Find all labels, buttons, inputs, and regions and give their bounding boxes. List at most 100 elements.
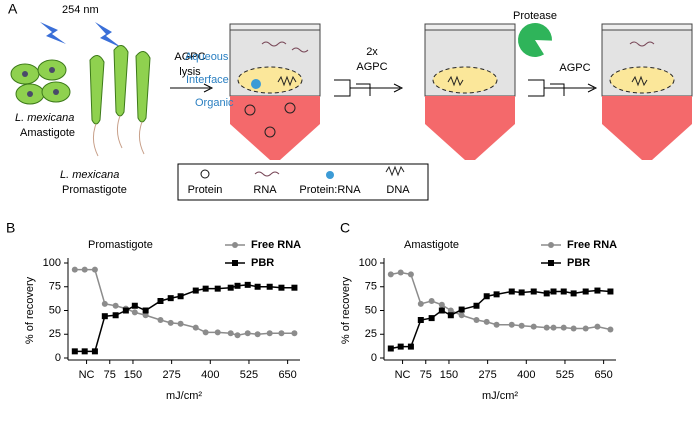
dna-icon bbox=[447, 75, 464, 87]
point bbox=[112, 312, 119, 319]
x-axis-label: mJ/cm² bbox=[166, 390, 202, 402]
point bbox=[81, 266, 88, 273]
point bbox=[447, 307, 454, 314]
point bbox=[131, 302, 138, 309]
point bbox=[122, 307, 129, 314]
point bbox=[278, 330, 285, 337]
legend-text: Protein bbox=[188, 184, 223, 196]
series-line bbox=[74, 268, 295, 336]
uv-bolt bbox=[95, 22, 122, 48]
point bbox=[142, 307, 149, 314]
phase-label: Aqueous bbox=[185, 51, 229, 63]
y-tick-label: 75 bbox=[49, 281, 61, 293]
rna-icon bbox=[254, 171, 280, 177]
point bbox=[417, 300, 424, 307]
legend-text: Protein:RNA bbox=[299, 184, 361, 196]
rna-icon bbox=[629, 41, 655, 47]
point bbox=[254, 331, 261, 338]
y-tick-label: 0 bbox=[371, 352, 377, 364]
point bbox=[582, 288, 589, 295]
point bbox=[234, 282, 241, 289]
protein-icons bbox=[244, 102, 296, 138]
point bbox=[397, 343, 404, 350]
point bbox=[71, 348, 78, 355]
point bbox=[142, 312, 149, 319]
legend-marker bbox=[232, 242, 238, 248]
point bbox=[167, 319, 174, 326]
point bbox=[530, 288, 537, 295]
protein-rna-icon bbox=[326, 171, 334, 179]
point bbox=[473, 317, 480, 323]
x-tick-label: 150 bbox=[124, 369, 142, 381]
point bbox=[177, 320, 184, 327]
point bbox=[266, 283, 273, 290]
wavelength: 254 nm bbox=[62, 4, 99, 16]
rna-icon bbox=[261, 41, 309, 53]
point bbox=[244, 281, 251, 288]
point bbox=[397, 269, 404, 276]
panel-label: A bbox=[8, 1, 18, 17]
y-tick-label: 0 bbox=[55, 352, 61, 364]
dna-icon bbox=[385, 165, 405, 177]
x-tick-label: 75 bbox=[420, 369, 432, 381]
point bbox=[483, 318, 490, 325]
point bbox=[202, 285, 209, 292]
point bbox=[131, 309, 138, 316]
y-tick-label: 50 bbox=[365, 304, 377, 316]
point bbox=[214, 285, 221, 292]
y-tick-label: 50 bbox=[49, 304, 61, 316]
point bbox=[447, 312, 454, 319]
legend-text: DNA bbox=[386, 184, 410, 196]
point bbox=[543, 324, 550, 331]
arrow bbox=[528, 79, 598, 97]
step-label: 2x bbox=[366, 46, 378, 58]
protein-icon bbox=[200, 169, 210, 179]
y-tick-label: 25 bbox=[49, 328, 61, 340]
y-tick-label: 75 bbox=[365, 281, 377, 293]
point bbox=[594, 323, 601, 330]
phase-label: Organic bbox=[195, 97, 234, 109]
point bbox=[291, 284, 298, 291]
species: L. mexicana bbox=[60, 169, 119, 181]
legend-box bbox=[177, 163, 429, 201]
point bbox=[157, 298, 164, 304]
arrow bbox=[334, 79, 404, 97]
phase-label: Interface bbox=[186, 74, 229, 86]
species: L. mexicana bbox=[15, 112, 74, 124]
point bbox=[227, 284, 234, 291]
point bbox=[266, 330, 273, 337]
x-tick-label: 525 bbox=[240, 369, 258, 381]
step-label: AGPC bbox=[356, 61, 387, 73]
x-tick-label: 275 bbox=[478, 369, 496, 381]
point bbox=[594, 287, 601, 294]
point bbox=[438, 301, 445, 308]
point bbox=[483, 293, 490, 300]
dna-icon bbox=[631, 75, 648, 87]
x-tick-label: 400 bbox=[517, 369, 535, 381]
panel-label: B bbox=[6, 220, 15, 236]
x-tick-label: NC bbox=[395, 369, 411, 381]
amastigotes bbox=[10, 59, 71, 105]
point bbox=[508, 321, 515, 328]
point bbox=[607, 326, 614, 333]
point bbox=[227, 330, 234, 337]
point bbox=[582, 325, 589, 332]
point bbox=[387, 271, 394, 278]
legend-label: Free RNA bbox=[567, 239, 617, 251]
point bbox=[177, 293, 184, 300]
step-label: AGPC bbox=[174, 51, 205, 63]
x-tick-label: 650 bbox=[278, 369, 296, 381]
legend-label: PBR bbox=[567, 257, 590, 269]
point bbox=[101, 313, 108, 320]
point bbox=[570, 290, 577, 297]
point bbox=[570, 325, 577, 332]
point bbox=[493, 291, 500, 298]
x-tick-label: NC bbox=[79, 369, 95, 381]
point bbox=[91, 266, 98, 273]
point bbox=[407, 271, 414, 278]
legend-label: PBR bbox=[251, 257, 274, 269]
point bbox=[560, 324, 567, 331]
x-axis-label: mJ/cm² bbox=[482, 390, 518, 402]
point bbox=[167, 295, 174, 302]
dna-icon bbox=[277, 75, 297, 87]
